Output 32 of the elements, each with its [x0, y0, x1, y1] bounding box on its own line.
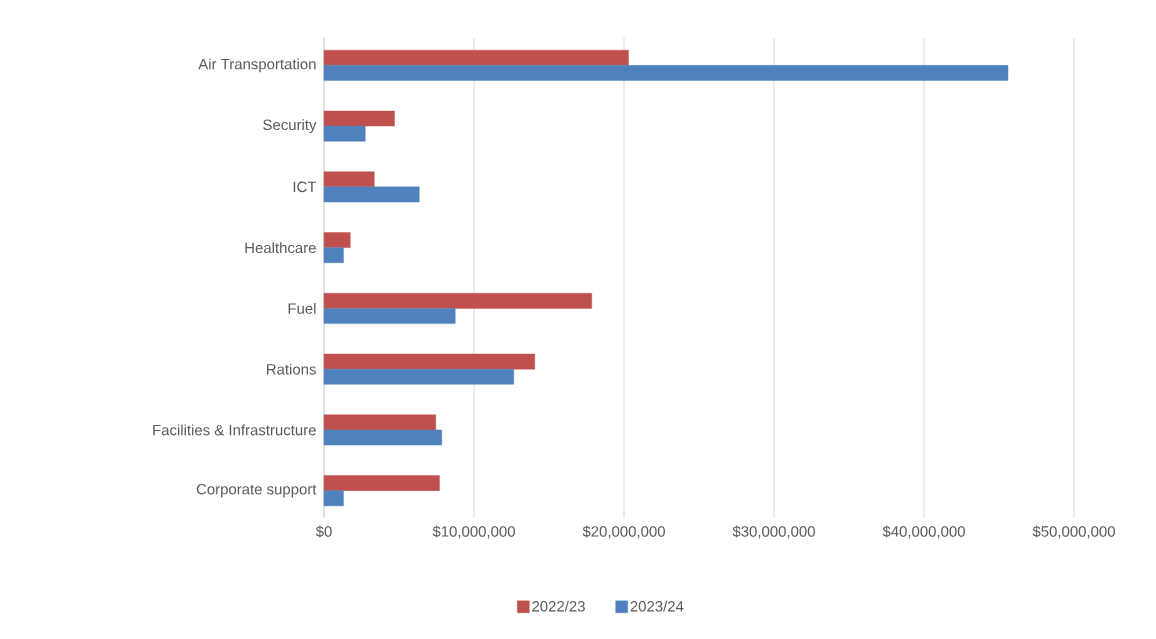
x-tick-label: $40,000,000	[882, 525, 965, 539]
bar	[323, 475, 440, 491]
bar	[323, 414, 436, 431]
x-tick-label: $20,000,000	[582, 525, 665, 539]
bar	[323, 429, 442, 446]
bar	[323, 368, 514, 385]
x-tick-label: $50,000,000	[1032, 525, 1115, 539]
y-tick-label: Facilities & Infrastructure	[153, 424, 316, 436]
bar	[323, 293, 592, 309]
bar	[323, 490, 344, 507]
bar	[323, 247, 344, 264]
bar	[323, 65, 1009, 81]
bar	[323, 49, 629, 66]
bar	[323, 186, 420, 203]
y-tick-label: Air Transportation	[198, 58, 316, 73]
y-tick-label: Fuel	[288, 302, 316, 314]
x-tick-label: $10,000,000	[432, 525, 515, 539]
y-tick-label: Security	[263, 119, 317, 134]
legend-label: 2022/23	[532, 600, 585, 612]
bar	[323, 232, 351, 248]
bar	[323, 353, 535, 370]
x-tick-label: $0	[315, 525, 332, 538]
y-tick-label: Corporate support	[196, 483, 317, 498]
bar	[323, 125, 366, 142]
y-tick-label: ICT	[293, 181, 317, 193]
bar	[323, 308, 456, 324]
legend-label: 2023/24	[630, 600, 684, 612]
bar	[323, 110, 395, 127]
y-tick-label: Healthcare	[245, 242, 316, 254]
y-tick-label: Rations	[267, 363, 316, 375]
x-tick-label: $30,000,000	[732, 525, 815, 539]
bar	[323, 171, 375, 188]
